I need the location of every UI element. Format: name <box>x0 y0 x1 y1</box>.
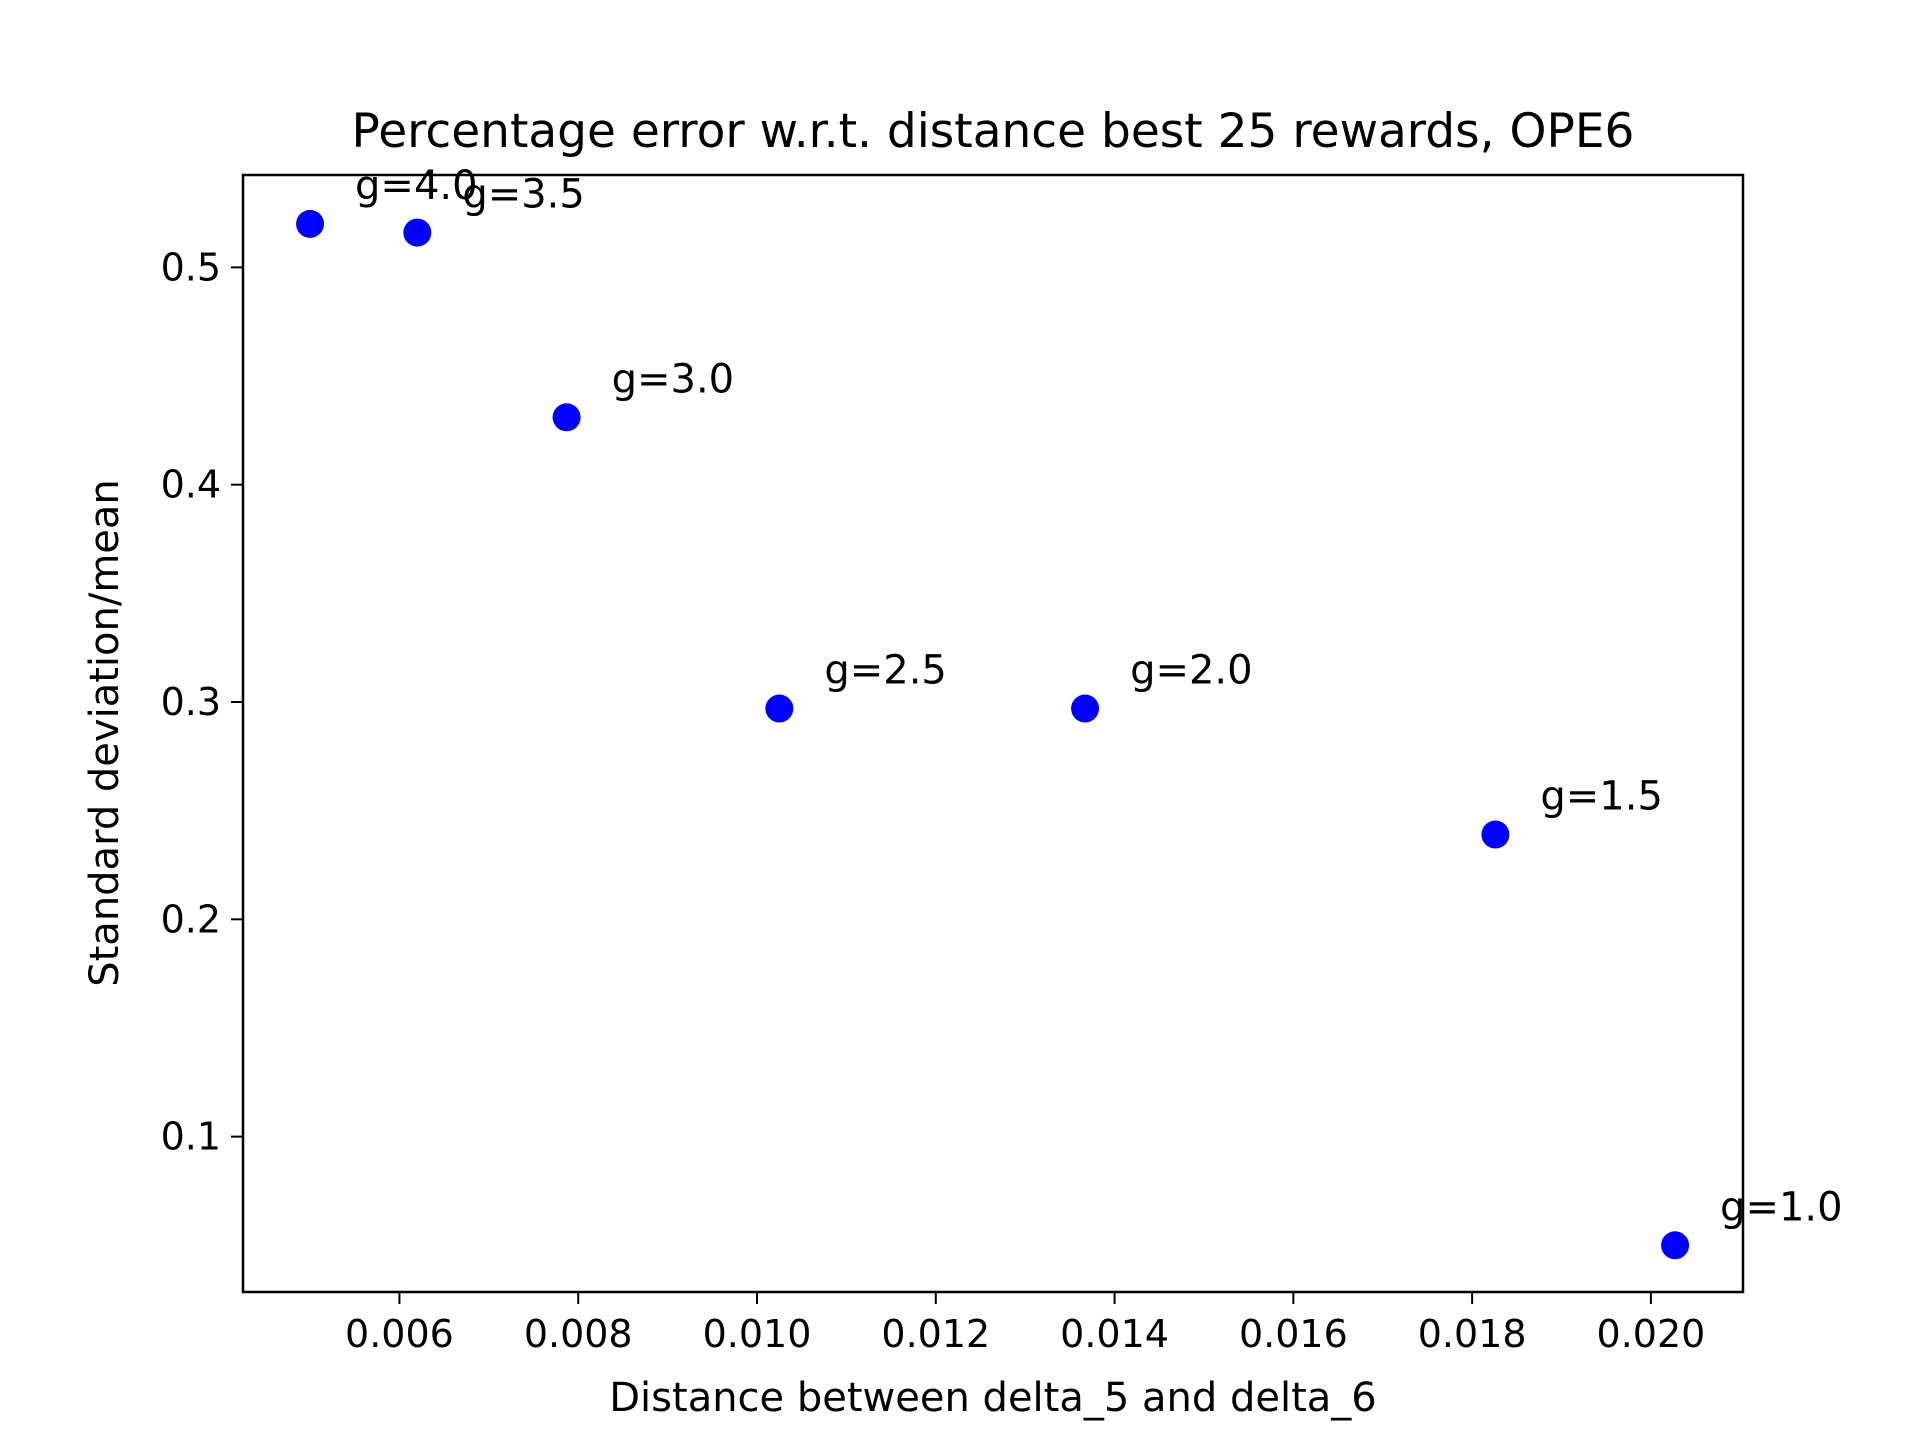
data-point-label: g=1.5 <box>1540 774 1663 820</box>
data-point <box>296 209 325 238</box>
y-tick-label: 0.3 <box>161 680 221 724</box>
x-tick-label: 0.016 <box>1239 1312 1348 1356</box>
x-axis: 0.006 0.008 0.010 0.012 0.014 0.016 0.018 0.020 <box>345 1292 1705 1356</box>
data-point <box>1661 1231 1690 1260</box>
data-point <box>1071 694 1100 723</box>
y-tick-label: 0.5 <box>161 245 221 289</box>
data-point-label: g=1.0 <box>1720 1184 1843 1230</box>
x-tick-label: 0.020 <box>1597 1312 1706 1356</box>
data-point <box>552 403 581 432</box>
x-tick-label: 0.012 <box>881 1312 990 1356</box>
data-point-labels: g=4.0g=3.5 g=3.0 g=2.5 g=2.0 g=1.5 g=1.0 <box>355 163 1843 1230</box>
data-point <box>403 218 432 247</box>
y-axis-label: Standard deviation/mean <box>82 479 128 987</box>
x-tick-label: 0.008 <box>524 1312 633 1356</box>
data-point-label: g=3.0 <box>612 356 735 402</box>
x-tick-label: 0.010 <box>703 1312 812 1356</box>
data-point-label: g=2.5 <box>824 648 947 694</box>
x-axis-label: Distance between delta_5 and delta_6 <box>609 1375 1377 1421</box>
y-axis: 0.1 0.2 0.3 0.4 0.5 <box>161 245 243 1159</box>
x-tick-label: 0.006 <box>345 1312 454 1356</box>
data-point <box>765 694 794 723</box>
y-tick-label: 0.2 <box>161 897 221 941</box>
x-tick-label: 0.014 <box>1060 1312 1169 1356</box>
y-tick-label: 0.4 <box>161 463 221 507</box>
chart-title: Percentage error w.r.t. distance best 25… <box>352 104 1635 159</box>
data-point-label: g=2.0 <box>1130 648 1253 694</box>
data-point-label: g=3.5 <box>462 172 585 218</box>
data-point <box>1481 820 1510 849</box>
plot-area-frame <box>241 173 1745 1294</box>
y-tick-label: 0.1 <box>161 1115 221 1159</box>
x-tick-label: 0.018 <box>1418 1312 1527 1356</box>
data-point-label: g=4.0 <box>355 163 478 209</box>
data-points <box>296 209 1690 1260</box>
